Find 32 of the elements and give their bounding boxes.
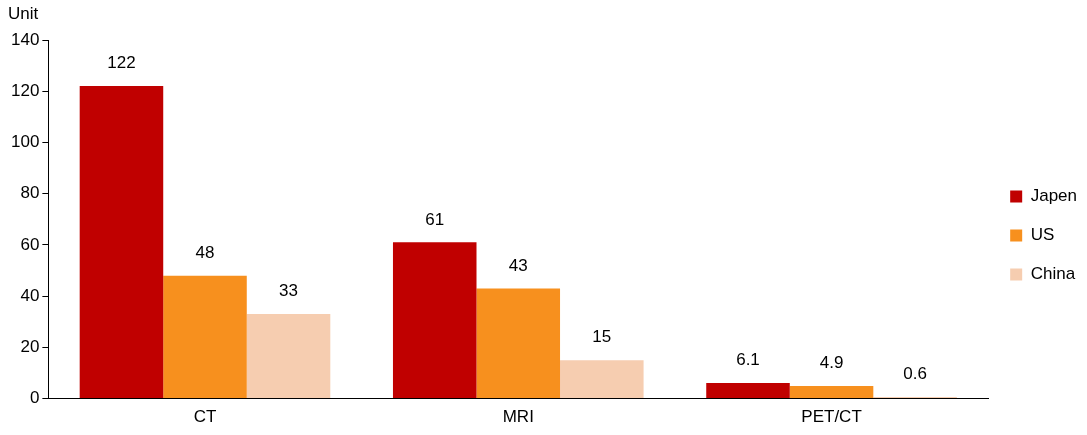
y-tick-label: 140 xyxy=(10,29,40,49)
y-tick-label: 100 xyxy=(10,132,40,152)
bar xyxy=(246,314,331,399)
x-tick-label: CT xyxy=(193,407,217,427)
bar xyxy=(476,288,561,399)
data-label: 122 xyxy=(107,53,136,73)
data-label: 48 xyxy=(195,242,215,262)
legend-label: US xyxy=(1030,225,1055,245)
data-label: 6.1 xyxy=(736,350,760,370)
bar xyxy=(79,86,164,399)
y-tick-label: 60 xyxy=(20,234,40,254)
legend-label: Japen xyxy=(1030,186,1078,206)
y-axis-title: Unit xyxy=(8,4,39,24)
y-tick-label: 0 xyxy=(29,388,40,408)
y-tick-label: 120 xyxy=(10,80,40,100)
data-label: 4.9 xyxy=(819,353,844,373)
x-tick-label: MRI xyxy=(502,407,534,427)
data-label: 33 xyxy=(279,281,298,301)
y-tick-label: 40 xyxy=(20,285,40,305)
data-label: 61 xyxy=(425,209,445,229)
data-label: 15 xyxy=(592,327,612,347)
bar xyxy=(706,382,790,399)
bar xyxy=(789,386,874,399)
x-tick-label: PET/CT xyxy=(801,407,862,427)
y-tick-label: 20 xyxy=(20,337,40,357)
data-label: 0.6 xyxy=(903,364,927,384)
bar xyxy=(560,360,644,399)
bar xyxy=(392,242,477,399)
data-label: 43 xyxy=(508,255,528,275)
legend-label: China xyxy=(1030,264,1076,284)
bar xyxy=(163,275,247,399)
y-tick-label: 80 xyxy=(20,183,40,203)
